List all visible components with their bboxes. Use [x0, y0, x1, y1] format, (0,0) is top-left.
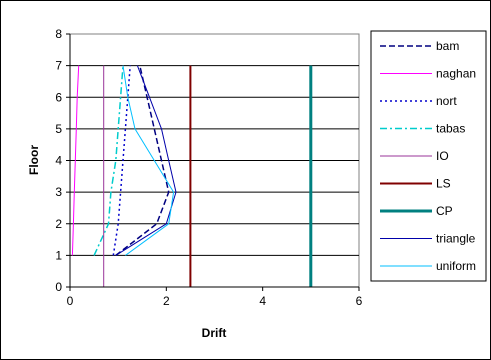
legend-label-ls: LS — [436, 177, 451, 191]
y-tick-label-8: 8 — [55, 27, 62, 41]
legend-label-triangle: triangle — [436, 232, 476, 246]
series-nort-line — [112, 65, 131, 256]
series-bam-line — [115, 65, 170, 256]
y-tick-label-4: 4 — [55, 154, 62, 168]
y-tick-label-6: 6 — [55, 90, 62, 104]
x-tick-label-2: 2 — [163, 294, 170, 308]
y-tick-label-3: 3 — [55, 185, 62, 199]
series-triangle-line — [115, 65, 177, 256]
series-uniform-line — [122, 65, 175, 256]
y-tick-label-5: 5 — [55, 122, 62, 136]
legend-label-nort: nort — [436, 94, 457, 108]
y-tick-label-1: 1 — [55, 248, 62, 262]
series-naghan-line — [71, 65, 80, 256]
x-tick-label-4: 4 — [259, 294, 266, 308]
series-tabas-line — [93, 65, 124, 256]
x-tick-label-0: 0 — [67, 294, 74, 308]
legend-label-tabas: tabas — [436, 122, 465, 136]
legend-label-cp: CP — [436, 204, 453, 218]
legend: bam naghan nort tabas IO LS CP triangle uniform — [380, 39, 476, 273]
y-tick-label-0: 0 — [55, 280, 62, 294]
series-lines — [71, 65, 313, 287]
y-tick-label-2: 2 — [55, 217, 62, 231]
legend-label-naghan: naghan — [436, 67, 476, 81]
y-axis-title: Floor — [27, 145, 41, 175]
y-tick-label-7: 7 — [55, 59, 62, 73]
x-axis-title: Drift — [202, 326, 227, 340]
x-tick-label-6: 6 — [356, 294, 363, 308]
legend-label-uniform: uniform — [436, 259, 476, 273]
legend-label-bam: bam — [436, 39, 459, 53]
legend-label-io: IO — [436, 149, 449, 163]
axes: 0 1 2 3 4 5 6 7 8 0 2 4 6 — [55, 27, 362, 308]
